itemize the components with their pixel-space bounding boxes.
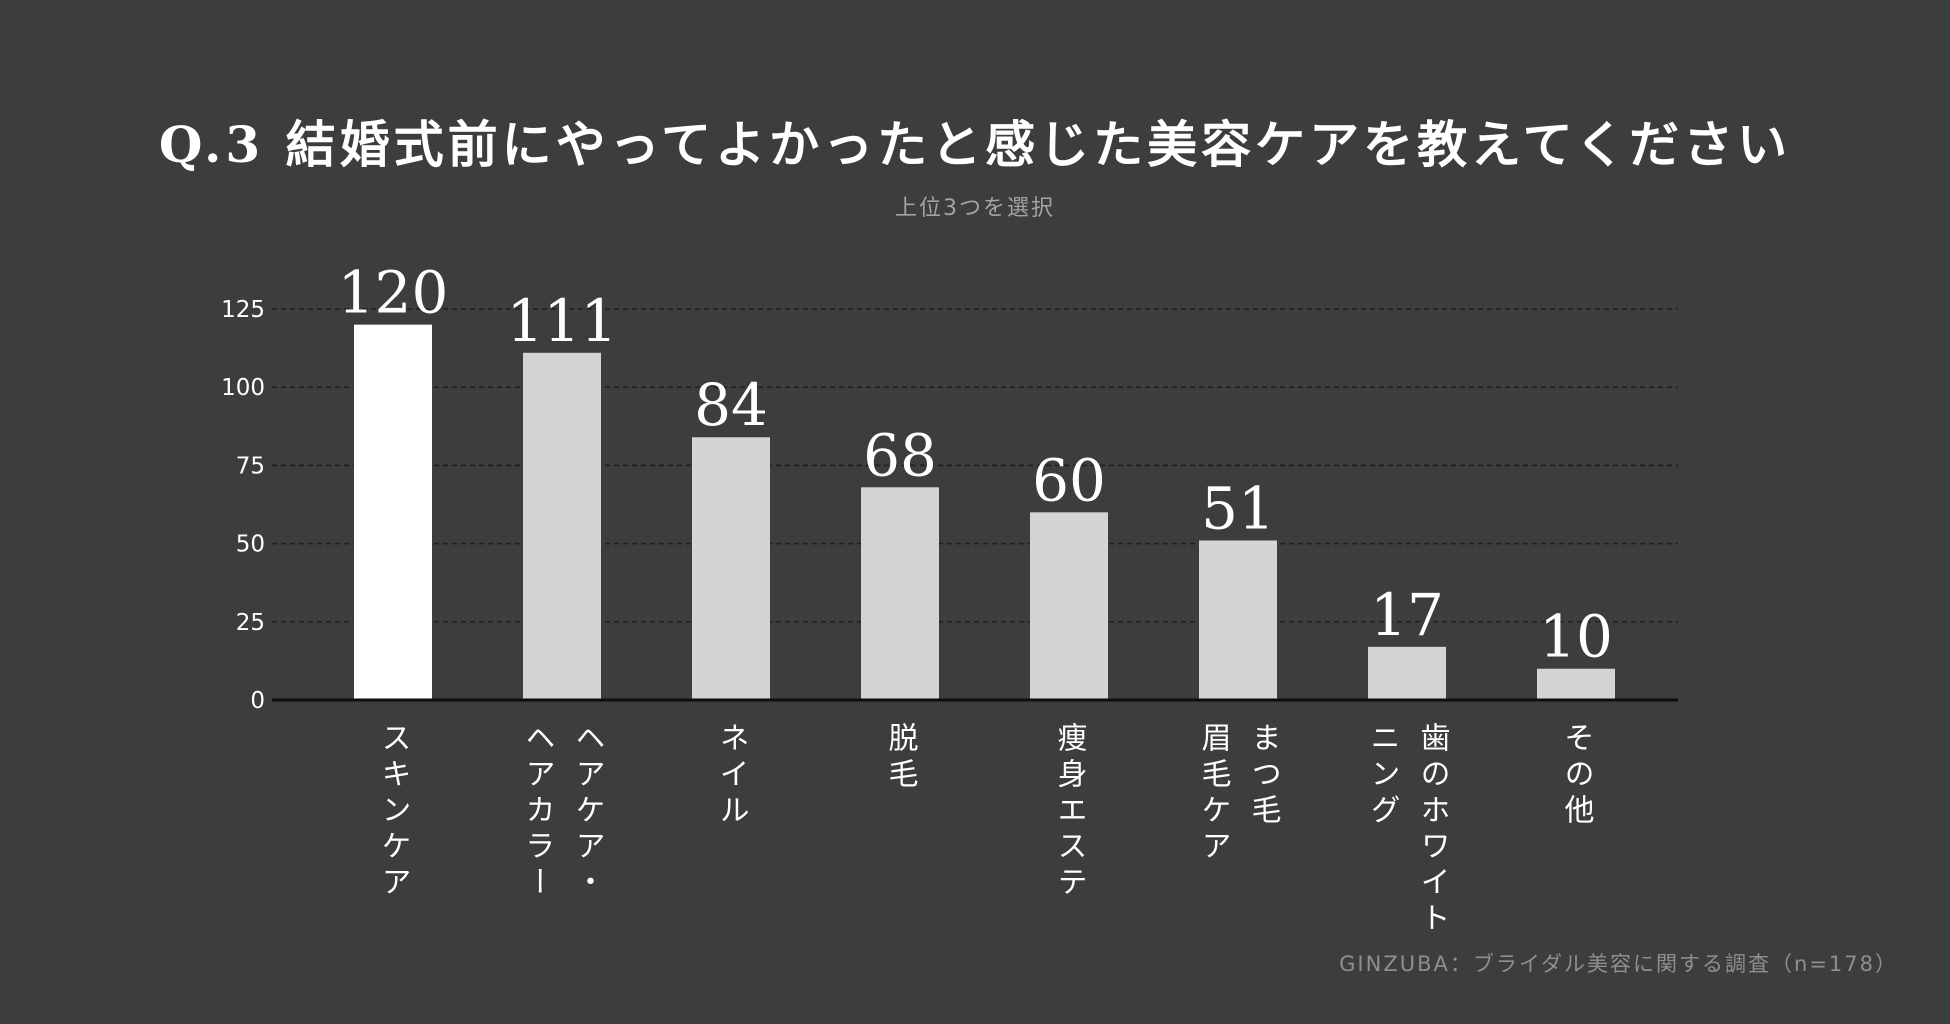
category-label: 眉毛ケア — [1196, 722, 1231, 866]
chart-title: Q.3 結婚式前にやってよかったと感じた美容ケアを教えてください — [158, 115, 1792, 174]
bar — [1368, 646, 1446, 700]
value-label: 51 — [1201, 474, 1275, 542]
category-label: まつ毛 — [1246, 722, 1281, 830]
category-label: ヘアケア・ — [570, 722, 605, 902]
category-label: その他 — [1559, 722, 1595, 830]
category-label: 歯のホワイト — [1415, 722, 1450, 938]
bar — [1030, 512, 1108, 700]
bar — [861, 487, 939, 700]
value-label: 111 — [507, 287, 618, 355]
y-tick-label: 50 — [236, 532, 265, 558]
bar — [1199, 540, 1277, 700]
grid-lines — [272, 308, 1678, 623]
chart-subtitle: 上位3つを選択 — [895, 196, 1055, 221]
bar — [523, 352, 601, 700]
bars — [354, 324, 1615, 700]
y-tick-label: 0 — [250, 688, 265, 714]
bar — [692, 437, 770, 700]
category-label: ニング — [1365, 722, 1400, 830]
category-label: 痩身エステ — [1052, 722, 1087, 902]
value-label: 84 — [694, 371, 768, 439]
source-note: GINZUBA：ブライダル美容に関する調査（n=178） — [1339, 952, 1898, 976]
value-label: 60 — [1032, 446, 1106, 514]
bar — [354, 324, 432, 700]
value-label: 17 — [1370, 581, 1444, 649]
value-label: 68 — [863, 421, 937, 489]
y-tick-label: 75 — [236, 453, 265, 479]
category-label: スキンケア — [376, 722, 411, 902]
bar — [1537, 668, 1615, 700]
y-tick-label: 25 — [236, 610, 265, 636]
value-label: 10 — [1539, 603, 1613, 671]
y-tick-label: 125 — [221, 297, 265, 323]
category-label: ヘアカラー — [520, 722, 555, 902]
y-tick-label: 100 — [221, 375, 265, 401]
category-label: 脱毛 — [883, 722, 919, 794]
labels: 0 25 50 75 100 125 120 スキンケア 111 ヘアケア・ヘアカラー 84 ネイル 6… — [221, 259, 1613, 938]
value-label: 120 — [338, 259, 449, 327]
category-label: ネイル — [714, 722, 749, 830]
